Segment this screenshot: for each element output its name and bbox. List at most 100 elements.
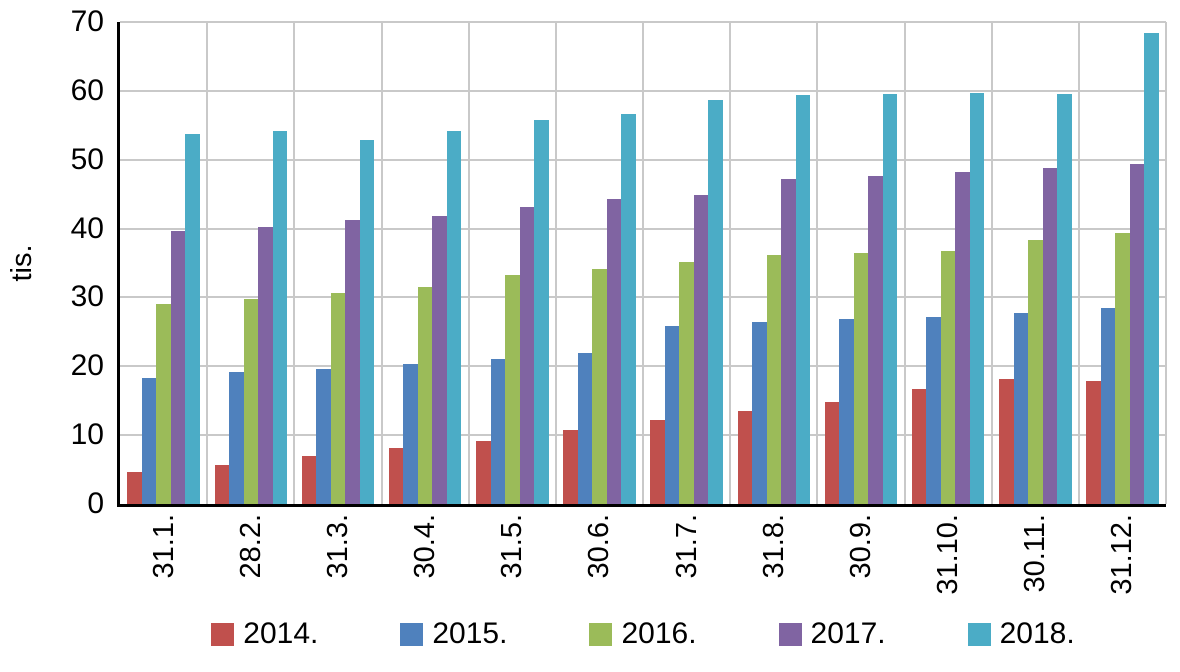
bar-2014-31-3-: [301, 455, 317, 504]
bar-2016-31-12-: [1115, 232, 1130, 504]
y-tick-label: 60: [70, 73, 104, 107]
bar-2016-30-11-: [1028, 239, 1043, 504]
x-tick-label: 30.4.: [409, 514, 442, 579]
gridline-vertical: [904, 22, 906, 504]
bar-2016-31-5-: [505, 275, 520, 504]
bar-2016-31-7-: [679, 261, 694, 504]
bar-2016-28-2-: [243, 299, 258, 504]
legend-label: 2015.: [432, 617, 508, 650]
gridline-vertical: [381, 22, 383, 504]
bar-2017-31-10-: [955, 172, 970, 504]
bar-2017-31-7-: [693, 194, 709, 504]
legend-label: 2017.: [810, 617, 886, 650]
legend-item-2015: 2015.: [400, 617, 507, 651]
bar-2015-30-4-: [403, 364, 418, 504]
x-axis-line: [117, 504, 1166, 507]
bar-2015-31-8-: [752, 321, 767, 504]
legend-item-2014: 2014.: [211, 617, 318, 651]
bar-2018-30-4-: [446, 130, 462, 504]
legend-item-2017: 2017.: [778, 617, 886, 651]
bar-2016-30-9-: [853, 253, 869, 504]
gridline-vertical: [642, 22, 644, 504]
bar-2014-31-8-: [737, 411, 752, 504]
bar-2014-31-5-: [476, 440, 491, 504]
legend-label: 2018.: [999, 617, 1075, 650]
bar-2016-31-8-: [766, 255, 781, 504]
x-tick-label: 30.9.: [844, 514, 877, 579]
bar-2018-31-1-: [185, 134, 200, 504]
bar-2017-30-11-: [1042, 167, 1057, 504]
x-tick-label: 31.7.: [670, 514, 703, 579]
plot-area: [117, 21, 1167, 507]
bar-2017-28-2-: [258, 226, 273, 504]
bar-2018-28-2-: [272, 130, 287, 504]
bar-2015-31-10-: [926, 316, 941, 504]
bar-2018-31-8-: [795, 94, 810, 504]
bar-2018-31-5-: [534, 119, 549, 504]
bar-2014-30-11-: [999, 379, 1014, 504]
x-tick-label: 31.12.: [1106, 514, 1139, 595]
bar-2018-31-12-: [1144, 33, 1159, 504]
legend-label: 2014.: [243, 617, 319, 650]
y-tick-label: 40: [70, 211, 104, 245]
bar-2015-31-3-: [316, 369, 331, 504]
bar-2018-30-11-: [1057, 93, 1072, 504]
y-tick-label: 0: [87, 487, 104, 520]
gridline-vertical: [729, 22, 731, 504]
bar-2017-30-6-: [606, 198, 622, 504]
legend-label: 2016.: [621, 617, 697, 650]
legend-swatch: [589, 622, 613, 646]
bar-2018-30-9-: [882, 93, 898, 504]
legend-swatch: [211, 622, 235, 646]
bar-2017-31-8-: [781, 178, 796, 504]
y-axis-line: [117, 22, 120, 507]
bar-2017-31-5-: [519, 207, 534, 504]
bar-2018-31-7-: [708, 100, 723, 504]
legend-item-2016: 2016.: [589, 617, 697, 651]
x-tick-label: 31.3.: [321, 514, 354, 579]
bar-2014-30-4-: [388, 448, 404, 504]
bar-2015-30-9-: [839, 318, 854, 504]
bar-2015-30-6-: [577, 353, 593, 504]
gridline-vertical: [1165, 22, 1167, 504]
bar-2015-31-7-: [664, 325, 680, 504]
gridline-vertical: [1078, 22, 1080, 504]
bar-2017-30-9-: [868, 175, 883, 504]
legend-swatch: [967, 622, 991, 646]
y-tick-label: 20: [70, 349, 104, 383]
bar-2014-30-6-: [563, 430, 578, 504]
bar-2016-31-10-: [940, 251, 956, 504]
x-tick-label: 31.10.: [932, 514, 965, 595]
bar-2016-31-3-: [330, 293, 346, 504]
gridline-vertical: [206, 22, 208, 504]
bar-2018-31-3-: [359, 139, 375, 504]
bar-2018-31-10-: [969, 92, 985, 504]
bar-2014-31-10-: [911, 389, 927, 504]
bar-2015-31-12-: [1100, 308, 1116, 504]
bar-2014-31-1-: [127, 471, 142, 504]
gridline-vertical: [293, 22, 295, 504]
bar-2018-30-6-: [621, 113, 636, 504]
y-tick-label: 70: [70, 5, 104, 38]
y-axis-ticks: 0 10 20 30 40 50 60 70: [0, 5, 104, 520]
bar-2015-30-11-: [1013, 312, 1028, 504]
bar-2015-31-1-: [141, 377, 157, 504]
bar-2016-30-4-: [417, 287, 433, 504]
x-tick-label: 31.5.: [496, 514, 529, 579]
bar-2014-28-2-: [214, 464, 229, 504]
bar-2017-31-1-: [170, 230, 186, 504]
bar-2015-31-5-: [490, 358, 505, 504]
y-tick-label: 10: [70, 418, 104, 452]
bar-2015-28-2-: [229, 371, 244, 504]
bar-2017-30-4-: [432, 216, 447, 504]
gridline-vertical: [991, 22, 993, 504]
bar-2017-31-3-: [345, 220, 360, 504]
x-tick-label: 31.8.: [757, 514, 790, 579]
gridline-vertical: [555, 22, 557, 504]
bar-2014-30-9-: [824, 402, 840, 504]
bar-2016-30-6-: [592, 268, 607, 504]
bar-2016-31-1-: [156, 304, 171, 504]
legend-swatch: [400, 622, 424, 646]
legend-swatch: [778, 622, 802, 646]
